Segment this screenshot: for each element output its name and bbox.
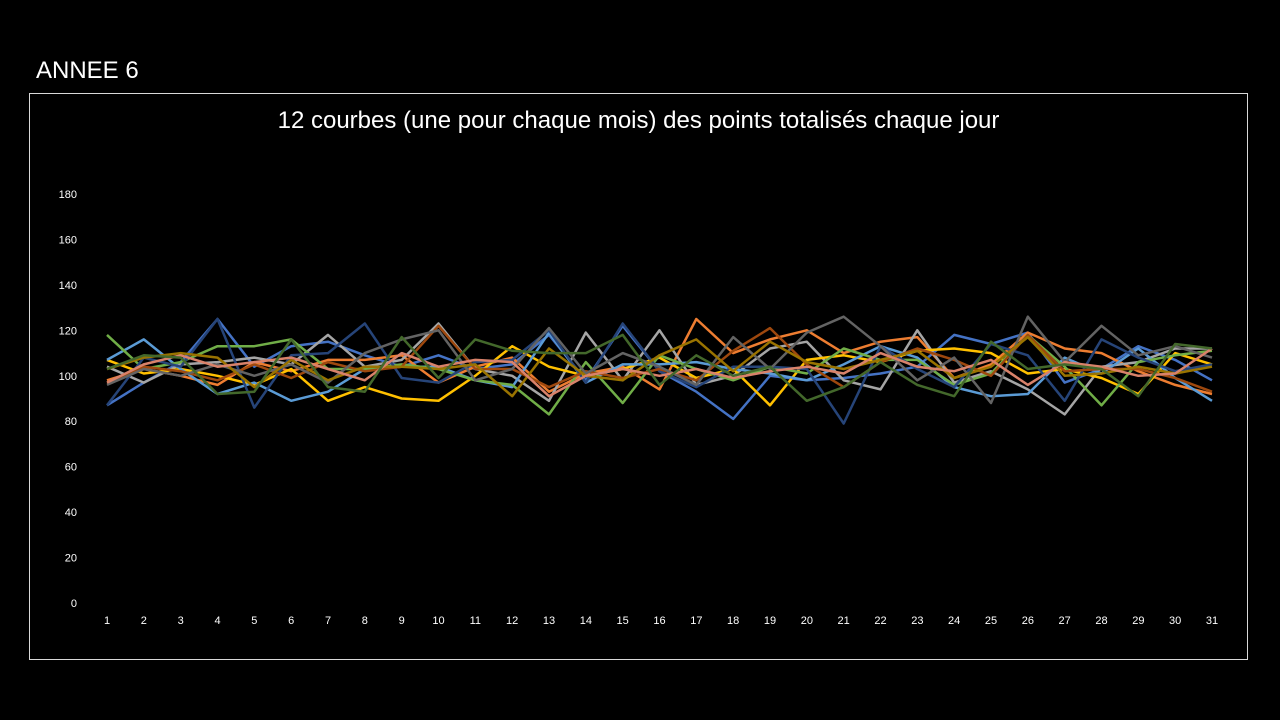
x-tick-label: 28 [1095,615,1107,627]
series-line-4 [106,344,1213,407]
x-tick-label: 8 [362,615,368,627]
x-tick-label: 11 [470,615,481,627]
x-tick-label: 3 [178,615,184,627]
x-tick-label: 29 [1132,615,1144,627]
x-tick-label: 10 [432,615,444,627]
x-tick-label: 21 [838,615,850,627]
x-tick-label: 26 [1022,615,1034,627]
x-tick-label: 23 [911,615,923,627]
x-tick-label: 18 [727,615,739,627]
x-tick-label: 6 [288,615,294,627]
series-line-5 [106,331,1213,403]
x-tick-label: 19 [764,615,776,627]
x-tick-label: 16 [653,615,665,627]
y-tick-label: 100 [59,371,77,383]
x-tick-label: 4 [214,615,220,627]
y-tick-label: 40 [65,507,77,519]
x-tick-label: 7 [325,615,331,627]
series-line-10 [106,335,1213,398]
y-tick-label: 80 [65,416,77,428]
x-tick-label: 17 [690,615,702,627]
y-tick-label: 20 [65,553,77,565]
series-line-9 [106,315,1213,405]
series-line-8 [106,324,1213,393]
x-tick-label: 25 [985,615,997,627]
series-line-7 [106,317,1213,425]
series-line-2 [106,317,1213,396]
y-tick-label: 120 [59,325,77,337]
x-tick-label: 9 [399,615,405,627]
x-tick-label: 5 [251,615,257,627]
x-tick-label: 2 [141,615,147,627]
series-line-12 [106,333,1213,403]
x-tick-label: 31 [1206,615,1218,627]
x-tick-label: 20 [801,615,813,627]
x-tick-label: 24 [948,615,960,627]
x-tick-label: 12 [506,615,518,627]
x-tick-label: 13 [543,615,555,627]
x-tick-label: 22 [874,615,886,627]
chart-frame: 12 courbes (une pour chaque mois) des po… [29,93,1248,660]
x-tick-label: 1 [104,615,110,627]
x-tick-label: 30 [1169,615,1181,627]
series-line-11 [106,347,1213,398]
x-tick-label: 15 [617,615,629,627]
x-tick-label: 14 [580,615,592,627]
y-tick-label: 180 [59,189,77,201]
x-tick-label: 27 [1059,615,1071,627]
y-tick-label: 140 [59,280,77,292]
slide-title: ANNEE 6 [36,57,139,84]
chart-title: 12 courbes (une pour chaque mois) des po… [277,107,1000,134]
y-tick-label: 60 [65,462,77,474]
y-tick-label: 160 [59,234,77,246]
y-tick-label: 0 [71,598,77,610]
